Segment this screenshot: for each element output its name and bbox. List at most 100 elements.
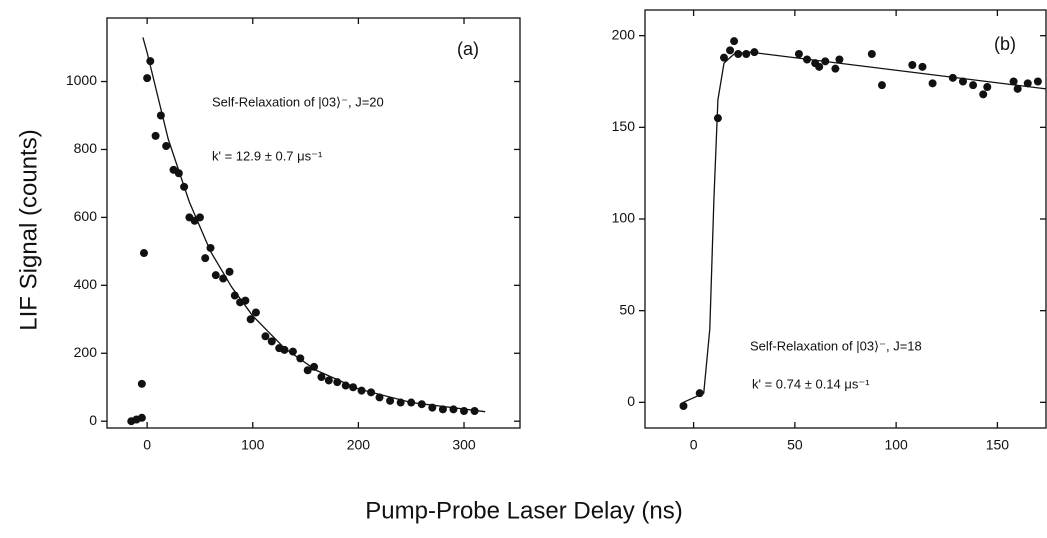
data-point	[303, 366, 312, 375]
data-point	[908, 61, 917, 69]
data-point	[803, 55, 812, 64]
x-tick-label: 100	[241, 437, 265, 453]
annotation: Self-Relaxation of |03⟩⁻, J=18	[750, 338, 922, 353]
y-tick-label: 0	[89, 412, 97, 428]
x-tick-label: 100	[884, 437, 908, 453]
data-point	[958, 77, 967, 86]
y-tick-label: 400	[74, 276, 98, 292]
data-point	[143, 74, 152, 83]
data-point	[267, 337, 276, 346]
data-point	[241, 296, 250, 305]
data-point	[296, 354, 305, 363]
x-tick-label: 150	[986, 437, 1010, 453]
x-tick-label: 300	[452, 437, 476, 453]
data-point	[280, 345, 289, 354]
data-point	[979, 90, 988, 99]
data-point	[438, 405, 447, 414]
panel-label: (b)	[994, 34, 1016, 54]
data-point	[983, 83, 992, 91]
data-point	[867, 50, 876, 58]
data-point	[948, 73, 957, 82]
data-point	[1033, 77, 1042, 86]
y-tick-label: 600	[74, 208, 98, 224]
data-point	[470, 407, 479, 416]
plot-frame	[106, 17, 521, 429]
data-point	[719, 53, 728, 62]
data-point	[174, 169, 183, 178]
data-point	[815, 62, 824, 71]
x-axis-label: Pump-Probe Laser Delay (ns)	[365, 497, 682, 524]
data-point	[341, 381, 350, 390]
data-point	[333, 378, 342, 387]
data-point	[969, 81, 978, 90]
data-point	[156, 111, 165, 120]
x-tick-label: 50	[787, 437, 803, 453]
data-point	[918, 62, 927, 71]
data-point	[928, 79, 937, 88]
annotation: k' = 0.74 ± 0.14 μs⁻¹	[752, 376, 870, 391]
data-point	[146, 57, 155, 66]
data-point	[246, 315, 255, 324]
data-point	[679, 402, 688, 410]
data-point	[730, 37, 739, 46]
data-point	[137, 413, 146, 422]
y-tick-label: 200	[74, 344, 98, 360]
y-tick-label: 50	[619, 301, 635, 317]
data-point	[742, 50, 751, 58]
y-tick-label: 800	[74, 140, 98, 156]
data-point	[821, 57, 830, 66]
y-tick-label: 200	[612, 26, 636, 42]
data-point	[219, 274, 228, 283]
data-point	[357, 386, 366, 395]
data-point	[449, 405, 458, 414]
data-point	[375, 393, 384, 402]
data-point	[201, 254, 210, 263]
data-point	[261, 332, 270, 341]
data-point	[1009, 77, 1018, 86]
x-tick-label: 0	[143, 437, 151, 453]
data-point	[367, 388, 376, 397]
data-point	[407, 398, 416, 407]
data-point	[695, 389, 704, 398]
data-point	[460, 407, 469, 416]
data-point	[162, 142, 171, 151]
data-point	[324, 376, 333, 385]
data-point	[206, 243, 215, 252]
data-point	[310, 362, 319, 371]
data-point	[195, 213, 204, 222]
data-point	[225, 267, 234, 276]
data-point	[151, 131, 160, 140]
y-axis-label: LIF Signal (counts)	[15, 129, 42, 330]
data-point	[835, 55, 844, 64]
data-point	[726, 46, 735, 55]
plot-frame	[644, 9, 1047, 429]
y-tick-label: 100	[612, 210, 636, 226]
data-point	[1013, 84, 1022, 93]
data-point	[831, 64, 840, 73]
data-point	[180, 182, 189, 191]
data-point	[137, 379, 146, 388]
data-point	[417, 400, 426, 409]
annotation: k' = 12.9 ± 0.7 μs⁻¹	[212, 148, 323, 163]
data-point	[794, 50, 803, 58]
data-point	[288, 347, 297, 356]
data-point	[750, 48, 759, 57]
data-point	[317, 373, 326, 382]
data-point	[877, 81, 886, 90]
data-point	[251, 308, 260, 317]
annotation: Self-Relaxation of |03⟩⁻, J=20	[212, 94, 384, 109]
data-point	[349, 383, 358, 392]
panel-label: (a)	[457, 39, 479, 59]
data-point	[396, 398, 405, 407]
data-point	[734, 50, 743, 58]
data-point	[1023, 79, 1032, 88]
y-tick-label: 1000	[66, 72, 97, 88]
y-tick-label: 150	[612, 118, 636, 134]
data-point	[211, 271, 220, 280]
data-point	[428, 403, 437, 412]
data-point	[713, 114, 722, 123]
data-point	[230, 291, 239, 300]
x-tick-label: 0	[690, 437, 698, 453]
data-point	[386, 396, 395, 405]
